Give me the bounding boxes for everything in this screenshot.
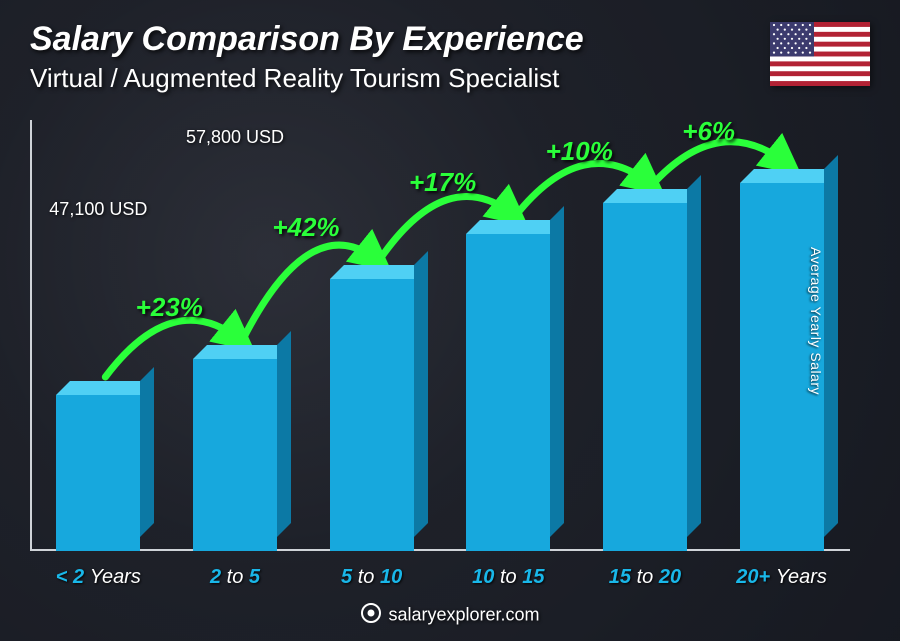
value-label: 57,800 USD bbox=[186, 127, 284, 148]
y-axis-label: Average Yearly Salary bbox=[808, 247, 824, 395]
bar bbox=[56, 395, 140, 551]
category-label: 2 to 5 bbox=[170, 566, 300, 589]
bar-slot: 81,900 USD bbox=[307, 279, 437, 551]
growth-label: +17% bbox=[409, 167, 476, 198]
bar bbox=[193, 359, 277, 551]
title-block: Salary Comparison By Experience Virtual … bbox=[30, 20, 584, 94]
chart-area: 47,100 USD 57,800 USD 81,900 USD 95,700 … bbox=[30, 120, 850, 551]
bar bbox=[603, 203, 687, 551]
growth-label: +23% bbox=[136, 292, 203, 323]
bar-slot: 111,000 USD bbox=[717, 183, 847, 551]
growth-label: +10% bbox=[546, 136, 613, 167]
category-labels: < 2 Years 2 to 5 5 to 10 10 to 15 15 to 20 20… bbox=[30, 566, 850, 589]
category-label: 10 to 15 bbox=[443, 566, 573, 589]
bar bbox=[330, 279, 414, 551]
bar-slot: 57,800 USD bbox=[170, 359, 300, 551]
chart-title: Salary Comparison By Experience bbox=[30, 20, 584, 59]
bar-slot: 47,100 USD bbox=[33, 395, 163, 551]
category-label: 15 to 20 bbox=[580, 566, 710, 589]
us-flag-icon bbox=[770, 22, 870, 86]
value-label: 47,100 USD bbox=[49, 199, 147, 220]
growth-label: +6% bbox=[682, 116, 735, 147]
footer-site: salaryexplorer.com bbox=[388, 604, 539, 624]
chart-subtitle: Virtual / Augmented Reality Tourism Spec… bbox=[30, 63, 584, 94]
footer: salaryexplorer.com bbox=[0, 602, 900, 629]
bar-slot: 95,700 USD bbox=[443, 234, 573, 551]
growth-label: +42% bbox=[272, 212, 339, 243]
bar-slot: 105,000 USD bbox=[580, 203, 710, 551]
category-label: < 2 Years bbox=[33, 566, 163, 589]
infographic-stage: Salary Comparison By Experience Virtual … bbox=[0, 0, 900, 641]
category-label: 20+ Years bbox=[717, 566, 847, 589]
logo-icon bbox=[360, 602, 382, 629]
bar bbox=[466, 234, 550, 551]
category-label: 5 to 10 bbox=[307, 566, 437, 589]
